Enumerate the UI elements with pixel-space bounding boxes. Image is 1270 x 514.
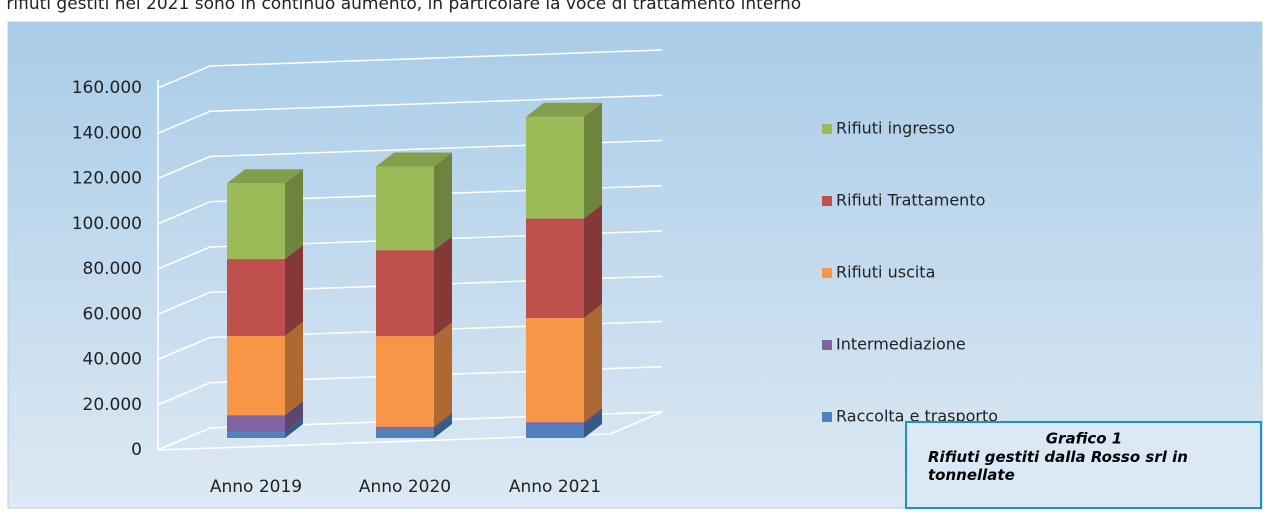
legend-swatch: [822, 412, 832, 422]
caption-box: [905, 421, 1262, 509]
bar-side: [434, 414, 452, 438]
grid-line: [157, 49, 663, 89]
bar-side: [285, 245, 303, 336]
legend-swatch: [822, 268, 832, 278]
bar-side: [584, 102, 602, 219]
bar: [376, 426, 434, 429]
header-text: I rifiuti gestiti nel 2021 sono in conti…: [0, 0, 801, 14]
bar-top: [526, 102, 602, 117]
grid-line: [157, 185, 663, 225]
bar-side: [434, 322, 452, 427]
bar: [376, 428, 434, 438]
caption-text-box: Rifiuti gestiti dalla Rosso srl in tonne…: [928, 448, 1188, 484]
y-tick-label: 40.000: [83, 350, 142, 370]
bar-side: [285, 418, 303, 438]
grid-line: [157, 230, 663, 270]
y-tick-label: 0: [131, 440, 142, 460]
bar-top: [227, 169, 303, 184]
bar: [526, 422, 584, 425]
bar-side: [285, 321, 303, 416]
bar-top: [376, 152, 452, 167]
grid-line: [157, 366, 663, 406]
bar: [227, 432, 285, 438]
bar-side: [584, 408, 602, 425]
grid-line: [157, 411, 663, 451]
bar-side: [434, 236, 452, 337]
bar: [526, 116, 584, 219]
bar: [376, 250, 434, 337]
bar-side: [584, 204, 602, 319]
caption-title: Grafico 1: [1046, 430, 1123, 448]
x-tick-label: Anno 2020: [359, 477, 451, 497]
legend-label: Rifiuti ingresso: [836, 119, 955, 138]
caption-text: Rifiuti gestiti dalla Rosso srl in tonne…: [928, 448, 1188, 484]
bar-side: [584, 410, 602, 438]
bar-side: [584, 304, 602, 423]
bar: [227, 335, 285, 416]
y-tick-label: 140.000: [72, 123, 142, 143]
y-tick-label: 120.000: [72, 169, 142, 189]
x-tick-label: Anno 2021: [509, 477, 601, 497]
bar: [526, 424, 584, 438]
legend-swatch: [822, 196, 832, 206]
legend-label: Rifiuti uscita: [836, 263, 935, 282]
y-tick-label: 80.000: [83, 259, 142, 279]
bar-side: [285, 401, 303, 433]
bar-side: [285, 169, 303, 260]
legend-label: Intermediazione: [836, 335, 966, 354]
bar: [526, 318, 584, 423]
y-tick-label: 100.000: [72, 214, 142, 234]
bar: [227, 183, 285, 260]
bar: [376, 166, 434, 251]
bar: [227, 415, 285, 433]
x-tick-label: Anno 2019: [210, 477, 302, 497]
legend-swatch: [822, 124, 832, 134]
bar: [376, 336, 434, 427]
grid-line: [157, 139, 663, 180]
legend-label: Rifiuti Trattamento: [836, 191, 985, 210]
plot: 0 20.000 40.000 60.000 80.000 100.000 120.000 1…: [72, 49, 998, 497]
bar: [227, 259, 285, 336]
grid-line: [157, 320, 663, 361]
bar-side: [434, 152, 452, 251]
y-tick-label: 60.000: [83, 304, 142, 324]
grid-line: [157, 275, 663, 315]
legend-label: Raccolta e trasporto: [836, 407, 998, 426]
grid-line: [157, 94, 663, 134]
bar-side: [434, 412, 452, 429]
y-tick-label: 160.000: [72, 78, 142, 98]
bar: [526, 218, 584, 319]
y-tick-label: 20.000: [83, 395, 142, 415]
legend-swatch: [822, 340, 832, 350]
